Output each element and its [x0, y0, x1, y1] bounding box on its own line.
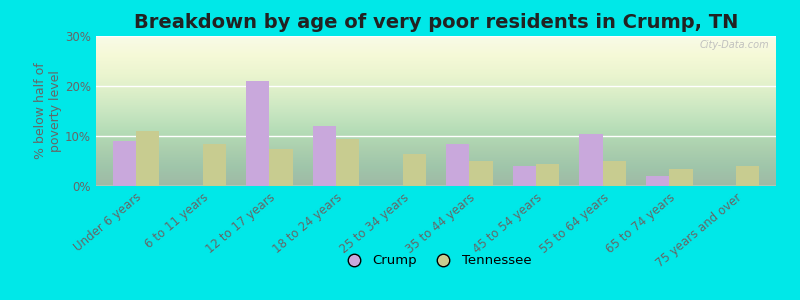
Bar	[646, 176, 670, 186]
Title: Breakdown by age of very poor residents in Crump, TN: Breakdown by age of very poor residents …	[134, 13, 738, 32]
Bar	[336, 139, 359, 186]
Text: City-Data.com: City-Data.com	[699, 40, 770, 50]
Bar	[513, 166, 536, 186]
Bar	[113, 141, 136, 186]
Bar	[736, 166, 759, 186]
Bar	[579, 134, 602, 186]
Bar	[246, 81, 270, 186]
Bar	[602, 161, 626, 186]
Y-axis label: % below half of
poverty level: % below half of poverty level	[34, 63, 62, 159]
Bar	[313, 126, 336, 186]
Bar	[470, 161, 493, 186]
Bar	[446, 143, 470, 186]
Bar	[536, 164, 559, 186]
Bar	[136, 131, 159, 186]
Bar	[202, 143, 226, 186]
Bar	[270, 148, 293, 186]
Bar	[670, 169, 693, 186]
Bar	[402, 154, 426, 186]
Legend: Crump, Tennessee: Crump, Tennessee	[335, 249, 537, 272]
